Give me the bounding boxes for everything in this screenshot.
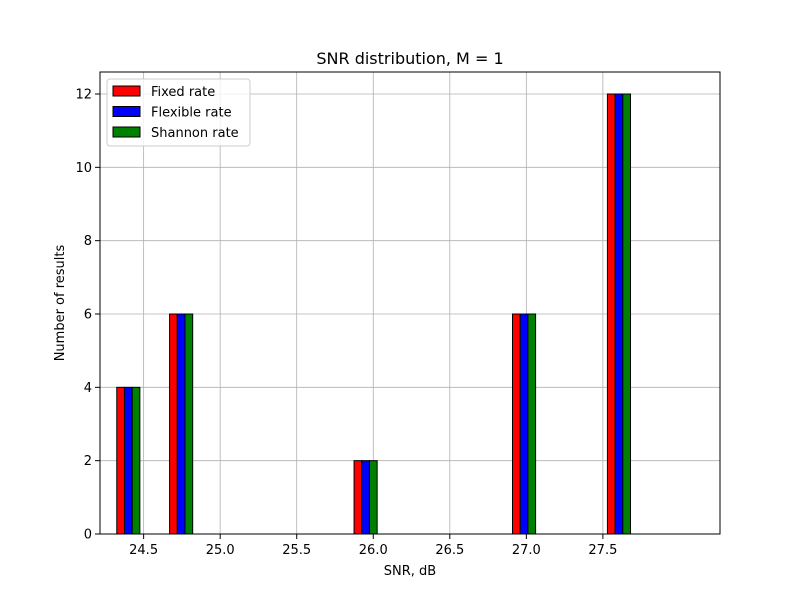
legend: Fixed rate Flexible rate Shannon rate [106,78,251,147]
legend-label: Flexible rate [151,106,232,121]
y-axis-ticks: 0 2 4 6 8 10 12 [75,88,100,543]
x-tick-label: 27.5 [588,543,617,558]
y-tick-label: 2 [84,454,92,469]
bar [527,313,537,535]
x-tick-label: 24.5 [129,543,158,558]
bar [361,460,370,535]
bar [184,313,194,535]
x-tick-label: 26.5 [435,543,464,558]
bar [614,93,624,535]
bar [606,93,616,535]
bar [622,93,632,535]
bar [169,313,178,535]
legend-swatch [112,106,141,117]
y-tick-label: 12 [75,88,92,103]
bar [511,313,521,535]
bar [131,386,141,535]
x-tick-label: 27.0 [512,543,541,558]
y-tick-label: 4 [84,381,92,396]
bar [176,313,186,535]
legend-swatch [112,126,141,138]
bar [116,386,125,535]
x-tick-label: 25.0 [206,543,235,558]
bar [368,460,378,535]
x-axis-ticks: 24.5 25.0 25.5 26.0 26.5 27.0 27.5 [129,534,617,558]
bar [519,313,529,535]
bar [123,386,133,535]
legend-label: Fixed rate [151,85,215,100]
x-tick-label: 26.0 [359,543,388,558]
y-tick-label: 6 [84,308,92,323]
chart-title: SNR distribution, M = 1 [316,49,503,68]
x-tick-label: 25.5 [282,543,311,558]
legend-label: Shannon rate [151,126,239,141]
bar [353,460,363,535]
y-tick-label: 8 [84,234,92,249]
y-axis-label: Number of results [53,244,68,361]
x-axis-label: SNR, dB [384,564,436,579]
y-tick-label: 10 [75,161,92,176]
y-tick-label: 0 [84,528,92,543]
legend-swatch [112,85,141,97]
legend-box [106,78,251,147]
plot-frame [99,71,721,535]
